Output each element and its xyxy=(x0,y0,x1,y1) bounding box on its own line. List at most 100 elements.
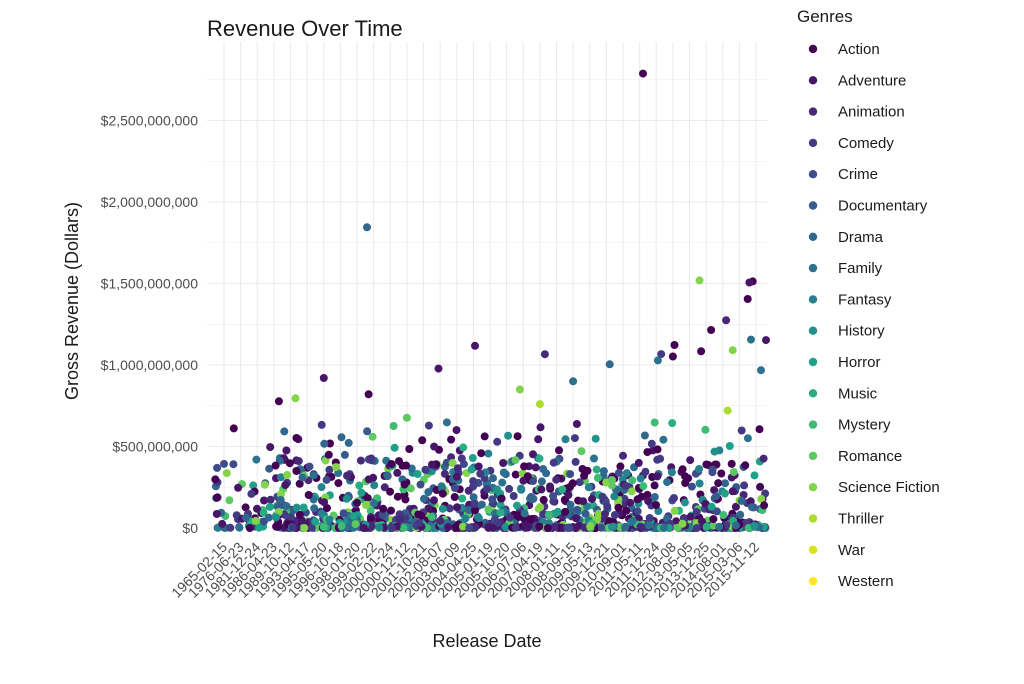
data-point xyxy=(317,483,326,492)
data-point xyxy=(471,341,479,350)
data-point xyxy=(436,516,445,525)
data-point xyxy=(349,512,358,521)
data-point xyxy=(743,295,752,303)
data-point xyxy=(535,454,544,463)
data-point xyxy=(291,394,300,403)
data-point xyxy=(438,504,447,513)
data-point xyxy=(695,276,704,285)
y-axis-ticks: $0 $500,000,000 $1,000,000,000 $1,500,000,0… xyxy=(101,113,199,537)
data-point xyxy=(326,439,334,448)
data-point xyxy=(760,501,769,510)
data-point xyxy=(755,425,764,434)
data-point xyxy=(265,464,274,473)
data-point xyxy=(370,481,379,490)
data-point xyxy=(681,479,690,487)
data-point xyxy=(610,511,619,519)
data-point xyxy=(405,445,414,453)
legend-label: Animation xyxy=(838,104,905,121)
data-point xyxy=(608,523,617,531)
data-point xyxy=(593,473,602,482)
legend-label: Family xyxy=(838,260,883,277)
data-point xyxy=(251,516,260,525)
data-point xyxy=(474,462,483,471)
data-point xyxy=(325,465,334,474)
data-point xyxy=(395,457,403,466)
data-point xyxy=(430,496,438,505)
data-point xyxy=(715,522,724,531)
data-point xyxy=(366,514,375,523)
chart-title: Revenue Over Time xyxy=(207,16,403,41)
data-point xyxy=(260,480,269,489)
legend-key xyxy=(808,483,818,492)
data-point xyxy=(271,461,280,470)
data-point xyxy=(566,470,575,479)
legend-label: Fantasy xyxy=(838,291,892,308)
data-point xyxy=(708,465,717,474)
data-point xyxy=(517,484,525,493)
legend-label: Mystery xyxy=(838,417,891,434)
data-point xyxy=(276,496,285,504)
legend-key xyxy=(808,76,818,85)
data-point xyxy=(750,521,759,530)
data-point xyxy=(285,459,294,468)
data-point xyxy=(535,400,544,409)
data-point xyxy=(531,463,540,472)
grid xyxy=(207,42,768,538)
data-point xyxy=(598,492,607,501)
data-point xyxy=(653,356,662,365)
data-point xyxy=(450,484,459,492)
legend-label: Western xyxy=(838,573,894,590)
data-point xyxy=(259,508,268,517)
data-point xyxy=(272,513,280,522)
data-point xyxy=(511,456,520,465)
data-point xyxy=(417,511,426,520)
data-point xyxy=(603,502,612,511)
data-point xyxy=(242,513,250,522)
data-point xyxy=(375,523,384,532)
data-point xyxy=(343,471,351,480)
data-point xyxy=(319,374,328,382)
legend-key xyxy=(808,545,818,554)
data-point xyxy=(656,454,665,463)
legend-key xyxy=(808,357,818,367)
data-point xyxy=(529,477,537,485)
data-point xyxy=(568,479,577,488)
data-point xyxy=(369,473,378,482)
data-point xyxy=(622,506,631,515)
data-point xyxy=(536,423,545,432)
data-point xyxy=(564,491,573,499)
data-point xyxy=(641,467,650,476)
data-point xyxy=(480,432,489,441)
data-point xyxy=(465,523,474,532)
data-point xyxy=(590,454,598,463)
data-point xyxy=(621,523,630,532)
data-point xyxy=(493,437,502,446)
data-point xyxy=(298,473,307,482)
legend-key xyxy=(808,201,818,210)
data-point xyxy=(647,439,656,448)
data-point xyxy=(387,506,395,515)
data-point xyxy=(277,473,285,482)
data-point xyxy=(379,504,388,513)
data-point xyxy=(709,515,718,524)
data-point xyxy=(513,432,522,441)
y-tick-label: $1,500,000,000 xyxy=(101,276,199,292)
data-point xyxy=(484,449,493,458)
data-point xyxy=(633,507,642,516)
data-point xyxy=(731,502,740,511)
data-point xyxy=(695,465,704,473)
data-point xyxy=(222,469,231,478)
data-point xyxy=(367,456,376,465)
data-point xyxy=(273,522,282,531)
data-point xyxy=(626,498,635,507)
data-point xyxy=(440,469,449,478)
data-point xyxy=(737,496,746,505)
data-point xyxy=(722,316,731,325)
legend-key xyxy=(808,107,818,116)
data-point xyxy=(320,439,329,448)
data-point xyxy=(311,517,320,526)
data-point xyxy=(212,510,221,518)
data-point xyxy=(252,455,261,464)
data-point xyxy=(402,413,411,422)
data-point xyxy=(599,467,608,476)
